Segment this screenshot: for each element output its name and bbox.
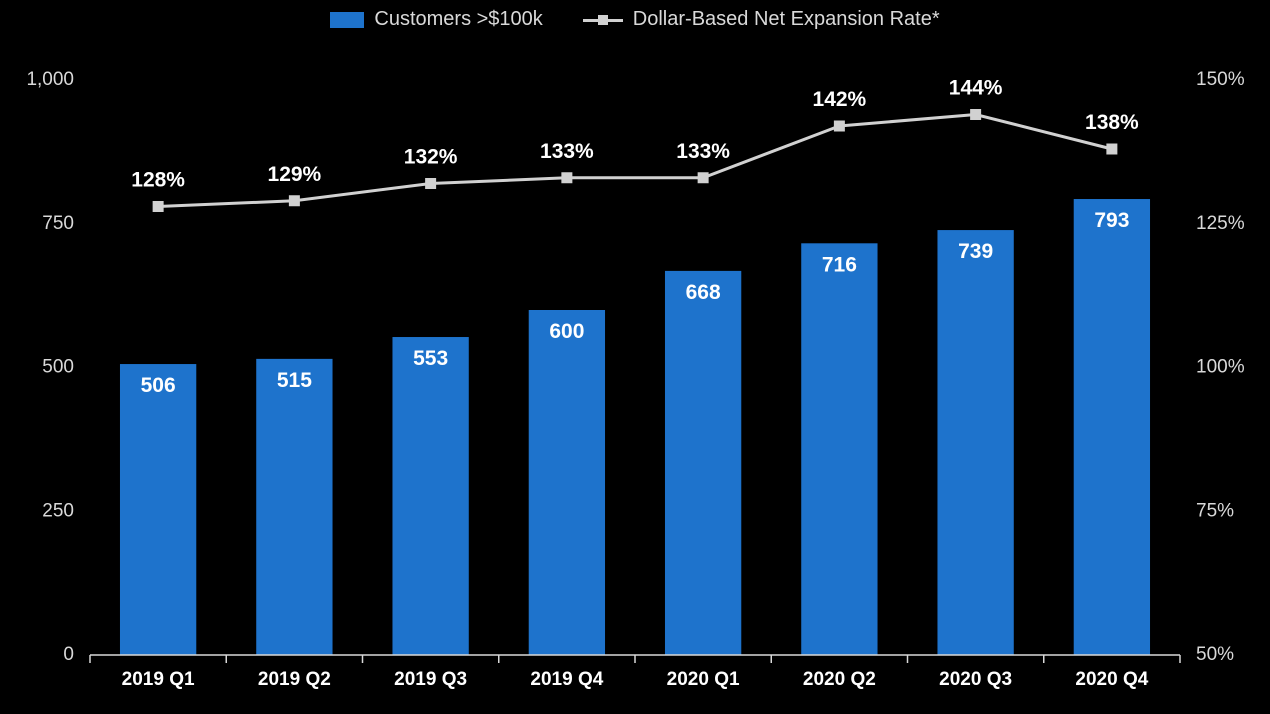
legend-swatch-line [583,12,623,28]
bar-value-label: 668 [686,281,721,304]
y-right-tick-label: 150% [1196,69,1245,90]
line-marker [153,201,164,212]
line-marker [698,172,709,183]
line-value-label: 128% [131,169,185,192]
y-right-tick-label: 75% [1196,500,1234,521]
x-tick-label: 2020 Q2 [803,669,876,690]
x-tick-label: 2020 Q1 [667,669,740,690]
bar [937,230,1013,655]
y-left-tick-label: 500 [42,357,74,378]
line-value-label: 132% [404,146,458,169]
line-value-label: 142% [813,88,867,111]
bar-value-label: 793 [1094,209,1129,232]
line-marker [970,109,981,120]
bar-value-label: 553 [413,347,448,370]
line-marker [289,195,300,206]
bar-value-label: 716 [822,253,857,276]
bar [392,337,468,655]
y-left-tick-label: 750 [42,213,74,234]
x-tick-label: 2019 Q2 [258,669,331,690]
line-value-label: 133% [540,140,594,163]
bar [529,310,605,655]
legend-swatch-bar [330,12,364,28]
y-right-tick-label: 100% [1196,357,1245,378]
x-tick-label: 2019 Q4 [530,669,603,690]
bar [120,364,196,655]
legend-item-line: Dollar-Based Net Expansion Rate* [583,8,940,31]
line-value-label: 133% [676,140,730,163]
bar-value-label: 506 [141,374,176,397]
legend-label-bars: Customers >$100k [374,8,542,31]
line-value-label: 129% [268,163,322,186]
bar [665,271,741,655]
legend-label-line: Dollar-Based Net Expansion Rate* [633,8,940,31]
line-value-label: 144% [949,77,1003,100]
bar [801,243,877,655]
y-right-tick-label: 50% [1196,644,1234,665]
line-series [158,115,1112,207]
bar-value-label: 600 [549,320,584,343]
x-tick-label: 2020 Q3 [939,669,1012,690]
bar [1074,199,1150,655]
line-value-label: 138% [1085,111,1139,134]
y-left-tick-label: 1,000 [26,69,74,90]
x-tick-label: 2020 Q4 [1075,669,1148,690]
bar-value-label: 739 [958,240,993,263]
line-marker [1106,144,1117,155]
legend-item-bars: Customers >$100k [330,8,542,31]
x-tick-label: 2019 Q1 [122,669,195,690]
y-left-tick-label: 0 [63,644,74,665]
y-left-tick-label: 250 [42,500,74,521]
x-tick-label: 2019 Q3 [394,669,467,690]
line-marker [425,178,436,189]
y-right-tick-label: 125% [1196,213,1245,234]
chart-svg: 0 250 500 750 1,000 50% 75% 100% 125% 150% 506 515 5… [0,0,1270,714]
line-marker [834,121,845,132]
line-marker [561,172,572,183]
bar [256,359,332,655]
combo-chart: Customers >$100k Dollar-Based Net Expans… [0,0,1270,714]
chart-legend: Customers >$100k Dollar-Based Net Expans… [0,8,1270,31]
bar-value-label: 515 [277,369,312,392]
